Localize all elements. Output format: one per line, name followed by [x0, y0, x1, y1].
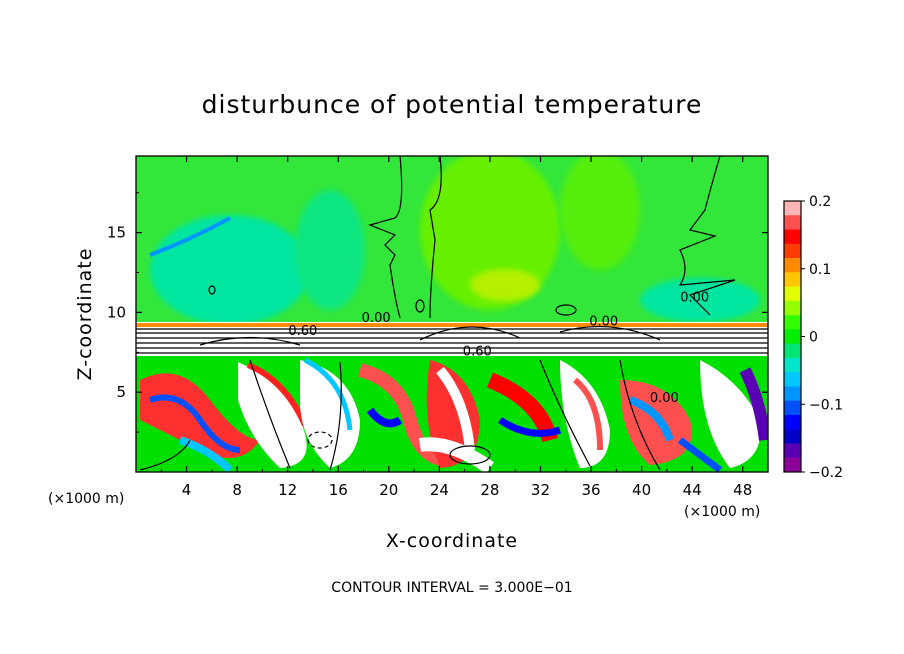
- x-tick-label: 24: [430, 481, 449, 499]
- inversion-band: [136, 322, 768, 358]
- upper-cyan-patch: [150, 215, 310, 325]
- upper-streak: [149, 216, 231, 257]
- turbulent-eddies: [140, 357, 768, 472]
- colorbar-tick-label: −0.2: [809, 465, 843, 481]
- contour-label: 0.60: [463, 345, 492, 360]
- x-axis-unit-left: (×1000 m): [48, 491, 124, 507]
- x-tick-label: 16: [329, 481, 348, 499]
- chart-title: disturbunce of potential temperature: [202, 90, 703, 119]
- colorbar-tick-label: 0.1: [809, 262, 831, 278]
- y-tick-label: 10: [107, 303, 126, 321]
- colorbar-swatch: [784, 229, 801, 245]
- y-axis-label: Z-coordinate: [74, 248, 96, 381]
- x-tick-label: 20: [379, 481, 398, 499]
- colorbar-swatch: [784, 243, 801, 259]
- x-tick-label: 40: [632, 481, 651, 499]
- colorbar-swatch: [784, 414, 801, 430]
- contour-interval-label: CONTOUR INTERVAL = 3.000E−01: [331, 580, 572, 596]
- colorbar-tick-label: −0.1: [809, 397, 843, 413]
- contour-label: 0.60: [288, 324, 317, 339]
- contour-lines: [136, 156, 768, 471]
- plot-frame: [135, 155, 769, 473]
- plot-area: [136, 156, 768, 472]
- colorbar-swatch: [784, 286, 801, 302]
- colorbar-swatch: [784, 300, 801, 316]
- colorbar-swatch: [784, 372, 801, 387]
- colorbar-swatch: [784, 429, 801, 444]
- colorbar-swatch: [784, 357, 801, 373]
- contour-labels: 0.00 0.00 0.00 0.60 0.60 0.00: [288, 290, 709, 406]
- x-tick-label: 4: [182, 481, 192, 499]
- colorbar-swatch: [784, 443, 801, 459]
- upper-yellow-patch: [470, 269, 540, 301]
- inversion-band-stripe: [136, 323, 768, 327]
- y-tick-label: 15: [107, 224, 126, 242]
- x-tick-label: 32: [531, 481, 550, 499]
- contour-label: 0.00: [680, 290, 709, 305]
- colorbar-swatch: [784, 457, 801, 473]
- upper-lime-patch: [560, 156, 640, 270]
- x-tick-label: 36: [581, 481, 600, 499]
- x-tick-label: 44: [683, 481, 702, 499]
- x-tick-label: 8: [232, 481, 242, 499]
- x-tick-label: 28: [480, 481, 499, 499]
- colorbar-swatch: [784, 329, 801, 345]
- colorbar-swatch: [784, 215, 801, 231]
- upper-cyan-patch: [295, 190, 365, 310]
- colorbar-swatch: [784, 315, 801, 330]
- y-tick-label: 5: [116, 383, 126, 401]
- upper-cyan-patch: [640, 278, 760, 322]
- colorbar-swatch: [784, 343, 801, 359]
- colorbar-tick-label: 0: [809, 330, 818, 346]
- colorbar-swatch: [784, 400, 801, 416]
- contour-label: 0.00: [650, 391, 679, 406]
- contour-label: 0.00: [362, 311, 391, 326]
- upper-lime-patch: [420, 156, 560, 310]
- x-tick-label: 48: [733, 481, 752, 499]
- x-tick-label: 12: [278, 481, 297, 499]
- colorbar: 0.2 0.1 0 −0.1 −0.2: [783, 194, 843, 481]
- y-axis: 5 10 15: [107, 192, 768, 433]
- colorbar-swatch: [784, 272, 801, 288]
- colorbar-tick-label: 0.2: [809, 194, 831, 210]
- x-axis-unit-right: (×1000 m): [684, 504, 760, 520]
- contour-label: 0.00: [589, 314, 618, 329]
- x-axis-label: X-coordinate: [386, 530, 518, 552]
- colorbar-swatch: [784, 201, 801, 216]
- colorbar-swatch: [784, 386, 801, 402]
- x-axis: 4 8 12 16 20 24 28 32 36 40 44 48: [160, 156, 752, 499]
- colorbar-swatch: [784, 258, 801, 273]
